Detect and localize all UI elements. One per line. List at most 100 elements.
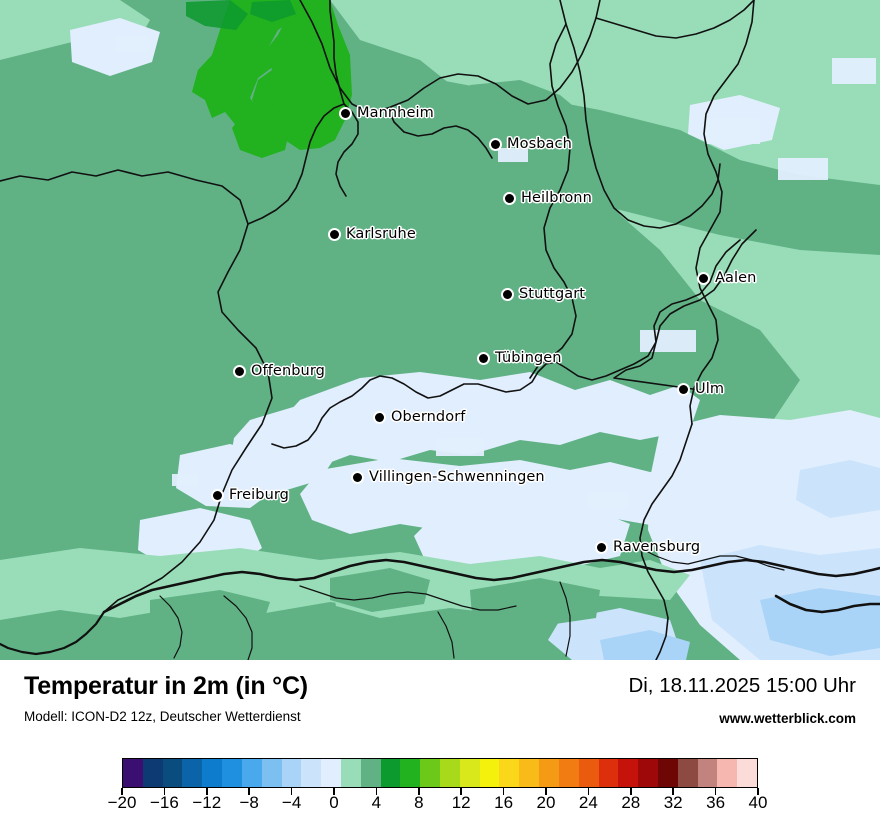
city-label: Mannheim: [357, 105, 434, 121]
colorbar-cell: [261, 759, 282, 787]
colorbar-tick-label: 40: [748, 793, 768, 812]
city-label: Heilbronn: [521, 190, 592, 206]
city-label: Aalen: [715, 270, 757, 286]
colorbar-cell: [123, 759, 143, 787]
colorbar-cell: [202, 759, 223, 787]
city-marker-oberndorf[interactable]: Oberndorf: [375, 409, 465, 425]
colorbar-tick: [460, 788, 462, 795]
city-marker-aalen[interactable]: Aalen: [699, 270, 756, 286]
city-marker-offenburg[interactable]: Offenburg: [235, 363, 325, 379]
colorbar-cell: [459, 759, 480, 787]
colorbar-cell: [340, 759, 361, 787]
colorbar-cell: [717, 759, 738, 787]
city-dot-icon: [375, 412, 384, 422]
colorbar-cell: [380, 759, 401, 787]
colorbar-tick-labels: −20 −16 −12 −8 −4 0 4 8 12 16 20 24 28 32 36 40: [108, 793, 768, 817]
colorbar-cell: [479, 759, 500, 787]
temperature-colorbar[interactable]: [122, 758, 758, 788]
city-dot-icon: [597, 542, 606, 552]
city-dot-icon: [213, 490, 222, 500]
colorbar-tick: [672, 788, 674, 795]
colorbar-tick: [587, 788, 590, 795]
colorbar-tick-label: −16: [149, 793, 179, 812]
city-dot-icon: [341, 108, 350, 118]
colorbar-cell: [697, 759, 718, 787]
city-marker-mosbach[interactable]: Mosbach: [491, 136, 572, 152]
colorbar-tick: [418, 788, 420, 795]
colorbar-cell: [598, 759, 619, 787]
colorbar-tick-label: −20: [107, 793, 137, 812]
colorbar-cell: [182, 759, 203, 787]
colorbar-cell: [400, 759, 421, 787]
website-credit: www.wetterblick.com: [719, 711, 856, 726]
city-marker-ravensburg[interactable]: Ravensburg: [597, 539, 700, 555]
colorbar-tick: [333, 788, 335, 795]
city-marker-stuttgart[interactable]: Stuttgart: [503, 286, 585, 302]
temperature-map[interactable]: Mannheim Mosbach Heilbronn Karlsruhe Stu…: [0, 0, 880, 660]
colorbar-cell: [281, 759, 302, 787]
colorbar-tick: [375, 788, 378, 795]
colorbar-cell: [519, 759, 540, 787]
colorbar-cell: [499, 759, 520, 787]
city-marker-villingen-schwenningen[interactable]: Villingen-Schwenningen: [353, 469, 545, 485]
colorbar-tick: [163, 788, 166, 795]
colorbar-cell: [241, 759, 262, 787]
city-label: Freiburg: [229, 487, 289, 503]
colorbar-cell: [360, 759, 381, 787]
colorbar-cell: [677, 759, 698, 787]
city-dot-icon: [235, 366, 244, 376]
city-dot-icon: [353, 472, 362, 482]
colorbar-cell: [301, 759, 322, 787]
city-marker-freiburg[interactable]: Freiburg: [213, 487, 289, 503]
city-label: Ulm: [695, 381, 725, 397]
colorbar-cell: [657, 759, 678, 787]
colorbar-cell: [558, 759, 579, 787]
colorbar-tick: [121, 788, 123, 795]
city-dot-icon: [330, 229, 339, 239]
colorbar-cell: [142, 759, 163, 787]
colorbar-tick-label: 36: [706, 793, 726, 812]
colorbar-cell: [638, 759, 658, 787]
colorbar-cell: [162, 759, 183, 787]
city-dot-icon: [679, 384, 688, 394]
city-label: Stuttgart: [519, 286, 586, 302]
colorbar-cell: [321, 759, 341, 787]
colorbar-tick-label: 20: [536, 793, 556, 812]
city-marker-karlsruhe[interactable]: Karlsruhe: [330, 226, 416, 242]
colorbar-tick: [757, 788, 759, 795]
city-label: Ravensburg: [613, 539, 701, 555]
colorbar-tick-label: 0: [329, 793, 339, 812]
city-dot-icon: [479, 353, 488, 363]
colorbar-tick: [714, 788, 717, 795]
map-footer: Temperatur in 2m (in °C) Modell: ICON-D2…: [0, 660, 880, 830]
colorbar-tick: [630, 788, 632, 795]
page-title: Temperatur in 2m (in °C): [24, 672, 308, 700]
city-marker-ulm[interactable]: Ulm: [679, 381, 724, 397]
colorbar-tick-label: 12: [451, 793, 471, 812]
colorbar-tick-label: −4: [281, 793, 302, 812]
city-dot-icon: [503, 289, 512, 299]
map-borders: [0, 0, 880, 660]
colorbar-tick-label: 8: [414, 793, 424, 812]
forecast-timestamp: Di, 18.11.2025 15:00 Uhr: [628, 674, 856, 697]
colorbar-cell: [737, 759, 757, 787]
model-subtitle: Modell: ICON-D2 12z, Deutscher Wetterdie…: [24, 709, 301, 724]
city-dot-icon: [699, 273, 708, 283]
colorbar-cell: [618, 759, 639, 787]
city-marker-mannheim[interactable]: Mannheim: [341, 105, 434, 121]
colorbar-tick-label: −12: [192, 793, 222, 812]
city-label: Offenburg: [251, 363, 325, 379]
colorbar-tick-label: 32: [663, 793, 683, 812]
city-marker-tuebingen[interactable]: Tübingen: [479, 350, 562, 366]
city-label: Villingen-Schwenningen: [369, 469, 545, 485]
colorbar-cell: [440, 759, 460, 787]
colorbar-tick-label: −8: [239, 793, 259, 812]
colorbar-tick: [290, 788, 293, 795]
city-dot-icon: [491, 139, 500, 149]
city-marker-heilbronn[interactable]: Heilbronn: [505, 190, 592, 206]
colorbar-cell: [222, 759, 242, 787]
colorbar-tick: [206, 788, 208, 795]
temperature-map-canvas: [0, 0, 880, 660]
temp-flecks-6-8: [186, 0, 296, 30]
